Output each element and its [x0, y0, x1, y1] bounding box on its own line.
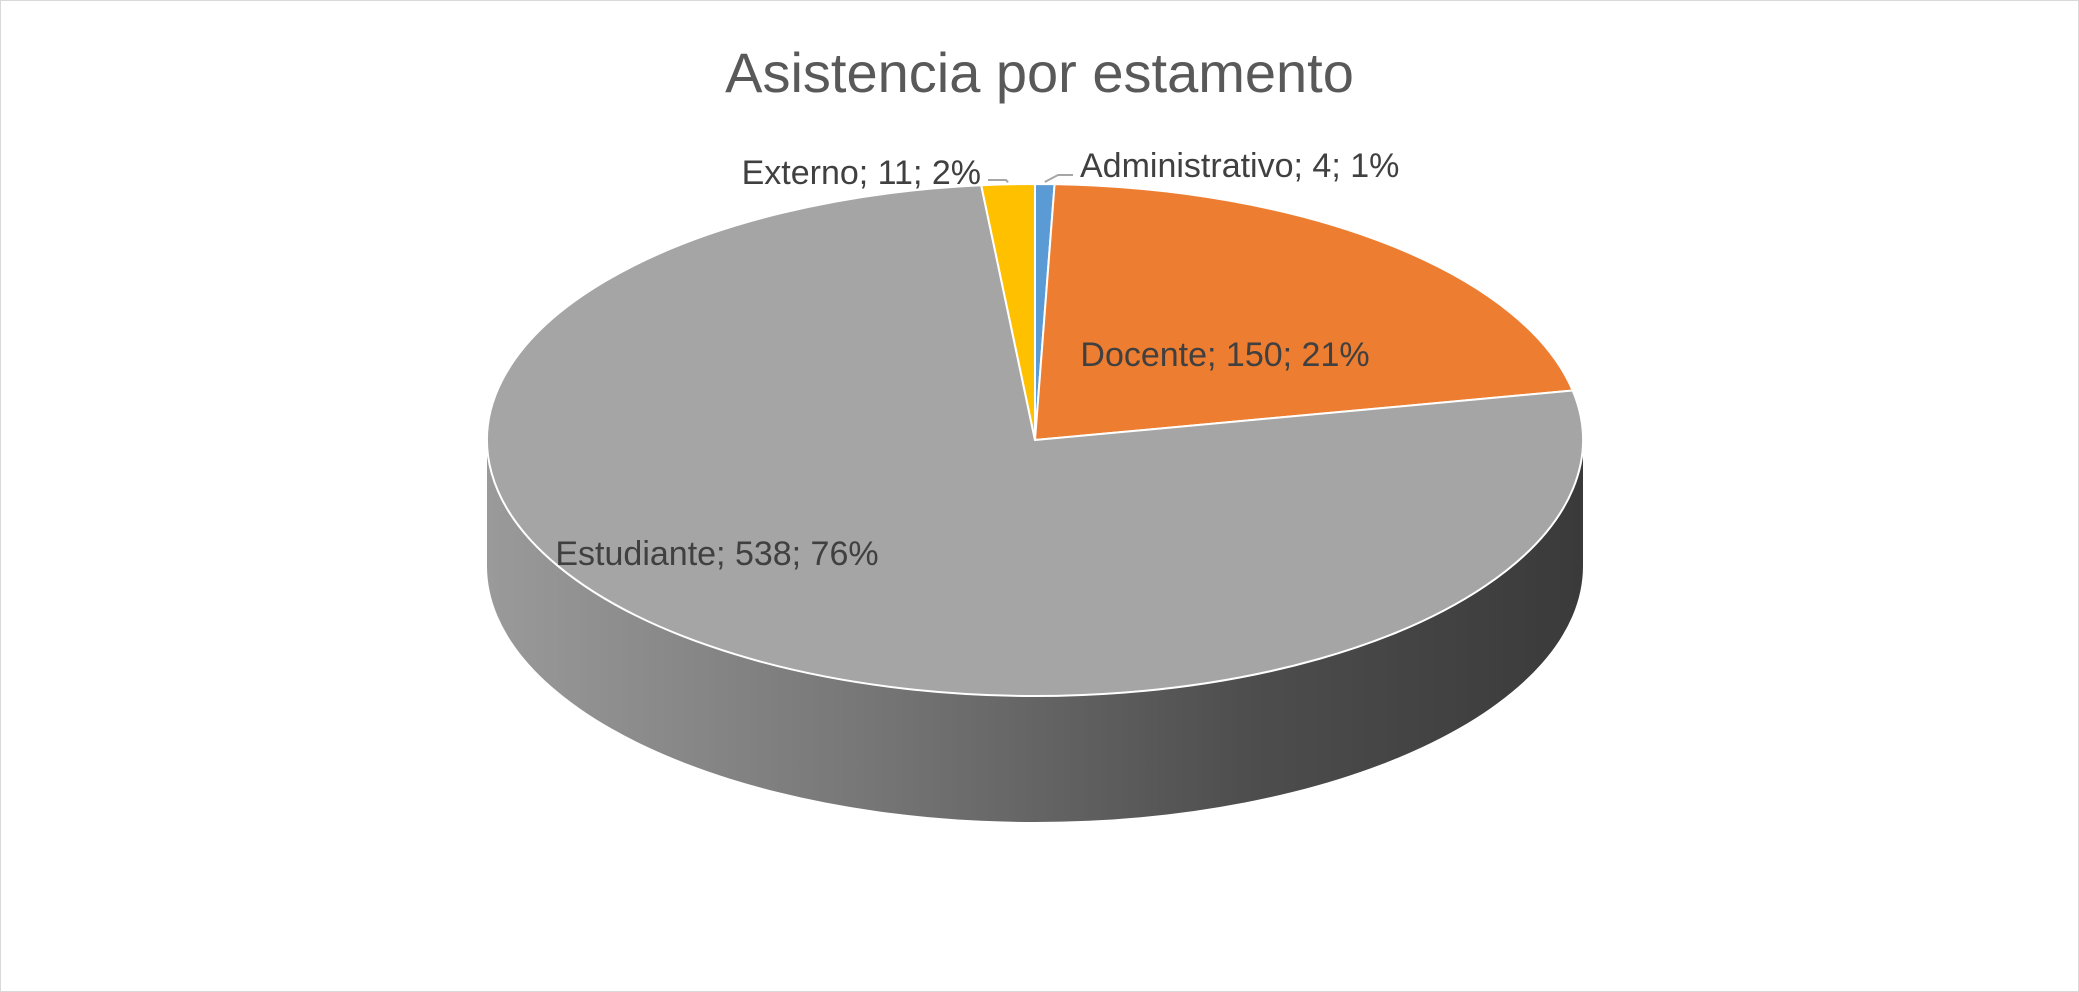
pie-side-wall [487, 440, 1583, 822]
data-label-administrativo: Administrativo; 4; 1% [1080, 147, 1399, 185]
chart-title: Asistencia por estamento [725, 41, 1354, 104]
data-label-estudiante: Estudiante; 538; 76% [555, 535, 878, 573]
pie-slice-docente [1033, 183, 1575, 442]
leader-line-administrativo [1044, 174, 1073, 183]
pie-slice-estudiante [486, 184, 1584, 697]
data-label-docente: Docente; 150; 21% [1080, 336, 1369, 374]
pie-slice-externo [979, 182, 1036, 441]
data-label-externo: Externo; 11; 2% [742, 154, 981, 192]
leader-line-externo [988, 179, 1009, 183]
